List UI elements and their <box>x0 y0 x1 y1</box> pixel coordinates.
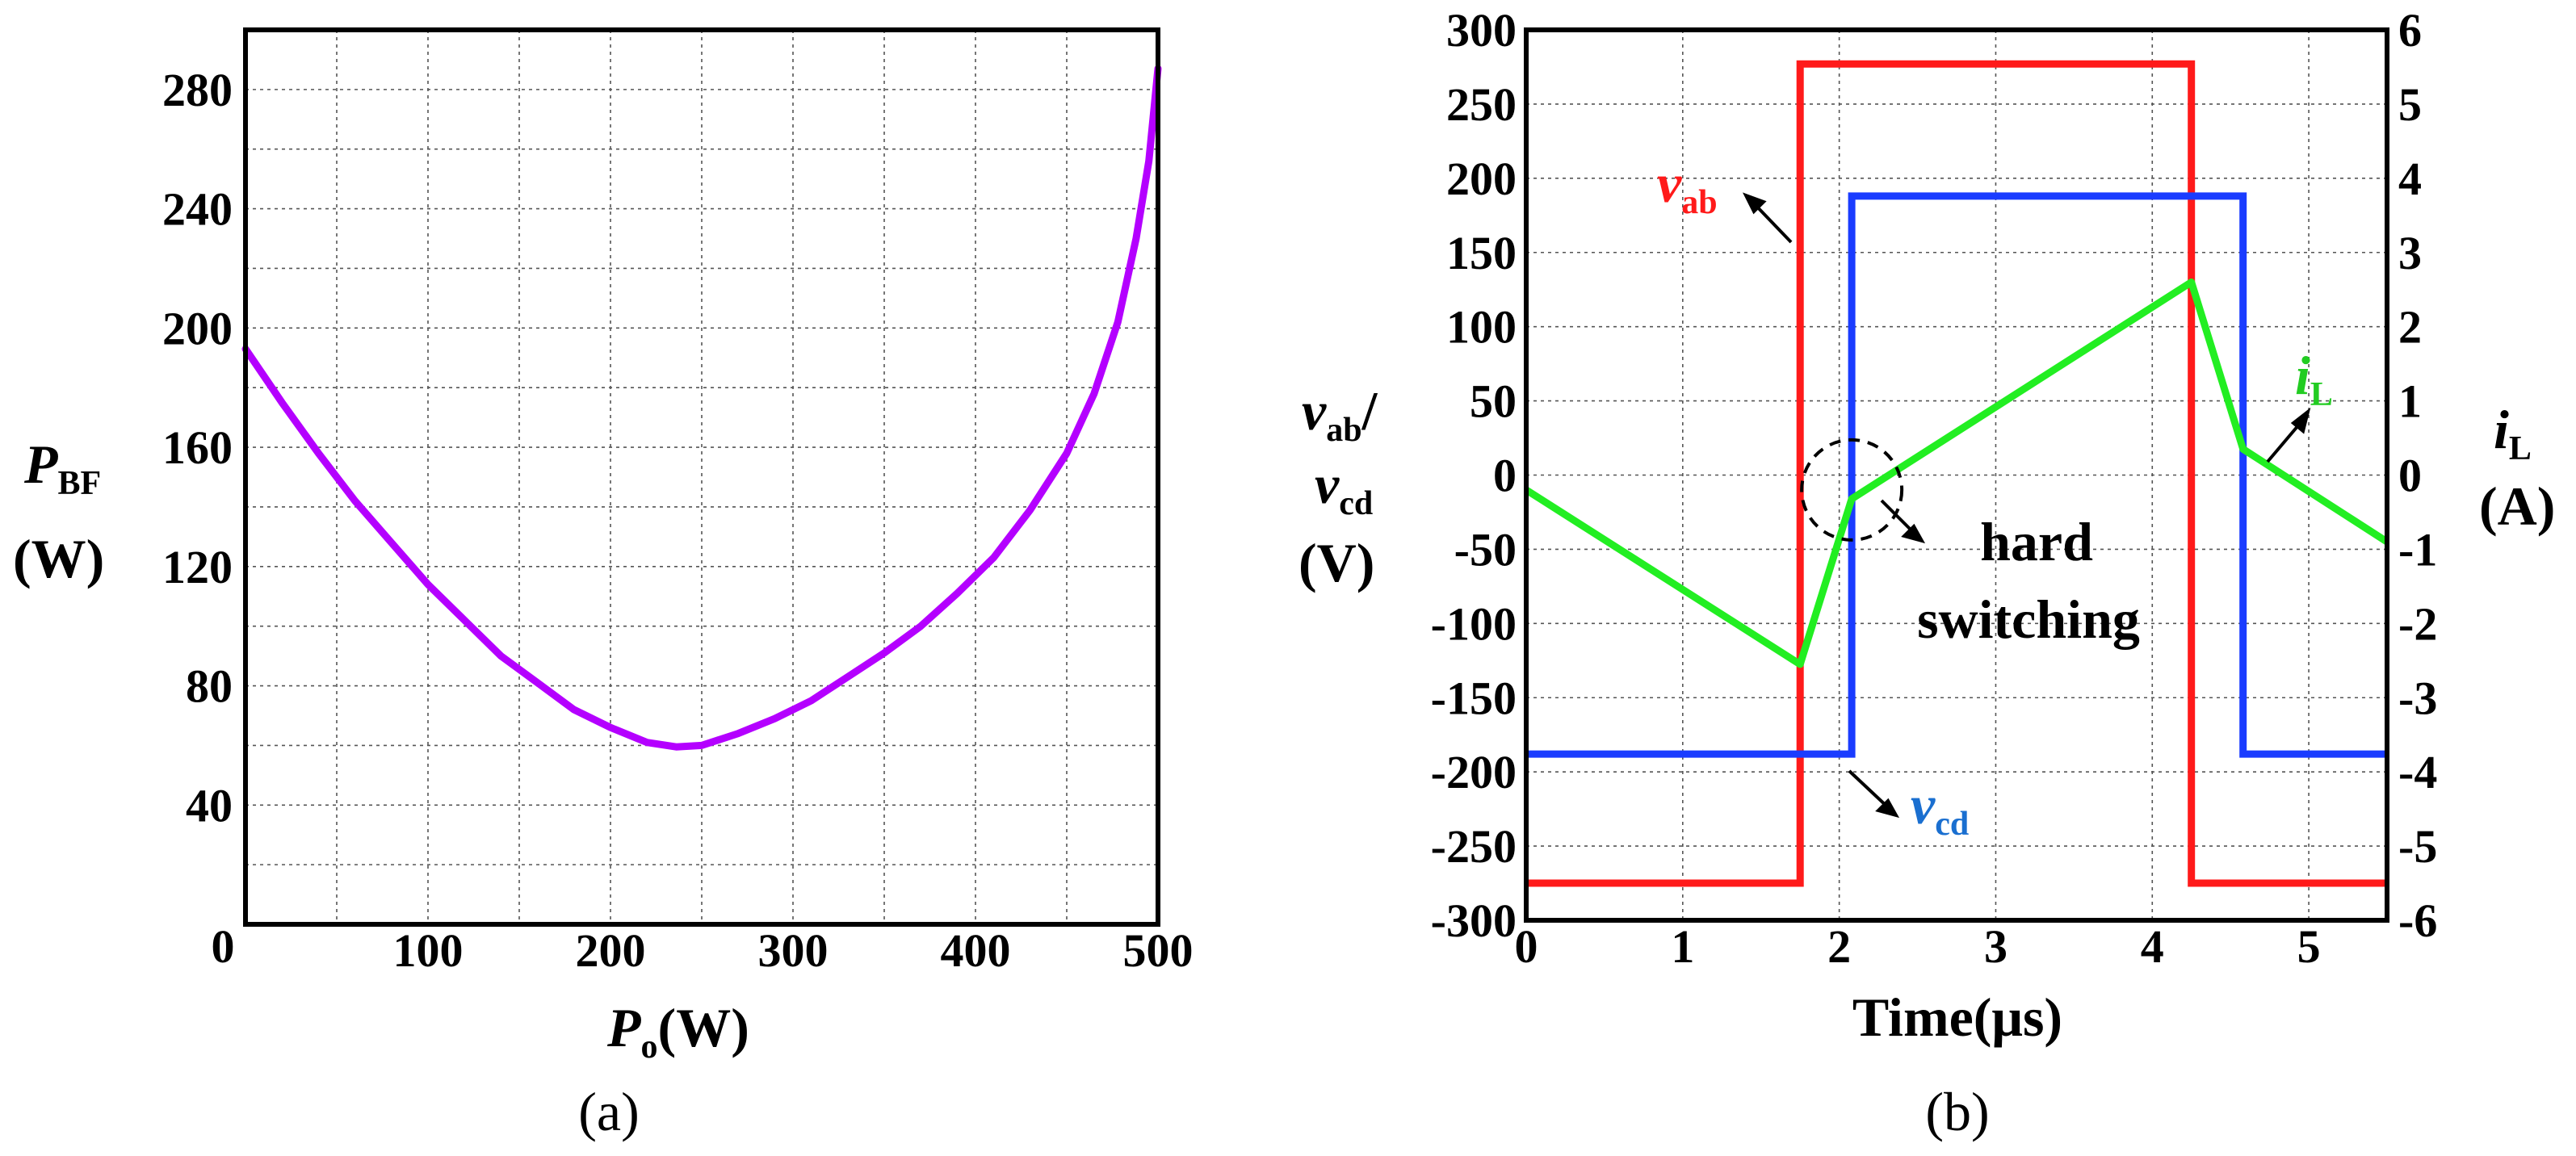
x-tick-label: 5 <box>2297 920 2321 973</box>
panel-a-y-axis-label: PBF <box>23 434 101 502</box>
panel-b-x-tick-labels: 0 1 2 3 4 5 <box>1515 920 2321 973</box>
panel-a-origin-label: 0 <box>212 920 235 973</box>
hard-switching-circle <box>1800 438 1904 542</box>
left-tick-label: -250 <box>1431 820 1517 873</box>
panel-b-caption: (b) <box>1925 1081 1989 1142</box>
left-tick-label: 50 <box>1470 375 1517 428</box>
left-tick-label: 300 <box>1446 4 1517 57</box>
right-tick-label: -6 <box>2398 894 2437 947</box>
vab-series-line <box>1526 60 2387 887</box>
left-tick-label: 250 <box>1446 78 1517 131</box>
y-tick-label: 120 <box>162 541 233 593</box>
panel-b-grid <box>1526 30 2387 920</box>
pbf-curve <box>241 65 1162 751</box>
vcd-annotation-label: vcd <box>1911 774 1969 843</box>
left-tick-label: -100 <box>1431 597 1517 650</box>
right-tick-label: -5 <box>2398 820 2437 873</box>
x-tick-label: 4 <box>2141 920 2164 973</box>
x-tick-label: 100 <box>393 924 464 977</box>
left-tick-label: -200 <box>1431 746 1517 798</box>
hard-switching-label-line2: switching <box>1917 588 2140 650</box>
il-series-line <box>1524 279 2389 668</box>
panel-b-frame <box>1524 27 2389 923</box>
right-tick-label: 3 <box>2398 227 2422 279</box>
right-tick-label: 2 <box>2398 301 2422 354</box>
panel-b-left-axis-unit: (V) <box>1298 532 1374 593</box>
vab-annotation-arrow <box>1742 192 1793 244</box>
y-tick-label: 80 <box>186 660 233 713</box>
x-tick-label: 500 <box>1123 924 1194 977</box>
right-tick-label: 4 <box>2398 153 2422 205</box>
panel-b-left-axis-label-line2: vcd <box>1315 454 1373 522</box>
y-tick-label: 160 <box>162 421 233 474</box>
right-tick-label: 0 <box>2398 450 2422 502</box>
x-tick-label: 1 <box>1671 920 1694 973</box>
panel-b-left-tick-labels: -300 -250 -200 -150 -100 -50 0 50 100 150 200 250 30… <box>1431 4 1517 947</box>
x-tick-label: 400 <box>941 924 1011 977</box>
y-tick-label: 240 <box>162 183 233 236</box>
panel-b-right-axis-label: iL <box>2494 399 2532 467</box>
x-tick-label: 0 <box>1515 920 1538 973</box>
panel-a-y-axis-unit: (W) <box>13 528 104 589</box>
vcd-series-line <box>1526 192 2387 758</box>
panel-a-x-tick-labels: 100 200 300 400 500 <box>393 924 1194 977</box>
hard-switching-arrow <box>1880 499 1926 544</box>
panel-a-y-tick-labels: 40 80 120 160 200 240 280 <box>162 64 233 831</box>
panel-b-left-axis-label-line1: vab/ <box>1302 380 1378 449</box>
x-tick-label: 200 <box>576 924 646 977</box>
y-tick-label: 280 <box>162 64 233 116</box>
panel-a-caption: (a) <box>578 1081 639 1142</box>
x-tick-label: 2 <box>1827 920 1851 973</box>
left-tick-label: 100 <box>1446 301 1517 354</box>
vcd-annotation-arrow <box>1848 769 1900 819</box>
right-tick-label: -2 <box>2398 597 2437 650</box>
panel-b-right-axis-unit: (A) <box>2479 475 2555 537</box>
right-tick-label: -1 <box>2398 523 2437 576</box>
panel-b-x-axis-label: Time(μs) <box>1852 986 2062 1048</box>
left-tick-label: 150 <box>1446 227 1517 279</box>
panel-a: 100 200 300 400 500 40 80 120 160 200 240 280 0 PB… <box>13 27 1194 1142</box>
right-tick-label: -3 <box>2398 672 2437 724</box>
left-tick-label: -150 <box>1431 672 1517 724</box>
left-tick-label: -300 <box>1431 894 1517 947</box>
panel-a-x-axis-label: Po(W) <box>606 997 749 1066</box>
y-tick-label: 40 <box>186 779 233 831</box>
hard-switching-label-line1: hard <box>1980 511 2093 572</box>
panel-b-right-tick-labels: -6 -5 -4 -3 -2 -1 0 1 2 3 4 5 6 <box>2398 4 2437 947</box>
right-tick-label: 6 <box>2398 4 2422 57</box>
right-tick-label: -4 <box>2398 746 2437 798</box>
left-tick-label: 200 <box>1446 153 1517 205</box>
left-tick-label: 0 <box>1493 450 1517 502</box>
panel-a-frame <box>243 27 1160 927</box>
right-tick-label: 1 <box>2398 375 2422 428</box>
left-tick-label: -50 <box>1454 523 1517 576</box>
right-tick-label: 5 <box>2398 78 2422 131</box>
y-tick-label: 200 <box>162 302 233 354</box>
il-annotation-arrow <box>2266 407 2311 463</box>
il-annotation-label: iL <box>2295 345 2333 413</box>
x-tick-label: 3 <box>1984 920 2008 973</box>
x-tick-label: 300 <box>758 924 829 977</box>
panel-a-grid <box>245 30 1158 924</box>
vab-annotation-label: vab <box>1657 153 1718 221</box>
